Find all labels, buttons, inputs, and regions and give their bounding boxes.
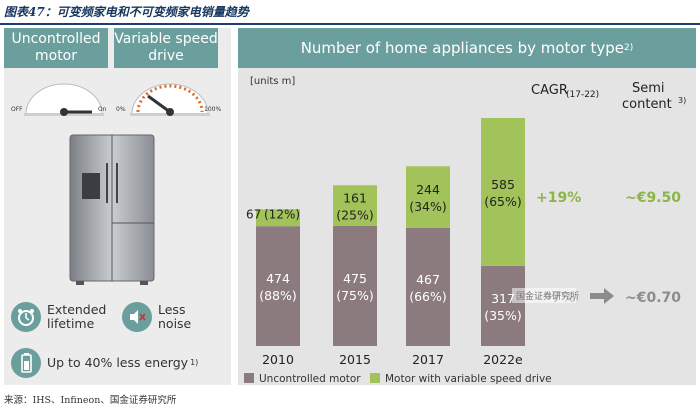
value-uncontrolled-2015: 475 [343, 271, 367, 286]
bar-variable-2010 [256, 209, 300, 227]
bar-variable-2015 [333, 185, 377, 226]
semi-note: 3) [678, 96, 686, 105]
watermark-box [512, 288, 576, 303]
value-variable-2022e: 585 [491, 177, 515, 192]
value-uncontrolled-2022e: 317 [491, 291, 515, 306]
legend-variable-label: Motor with variable speed drive [385, 373, 552, 385]
value-variable-2017: 244 [416, 182, 440, 197]
legend-variable-swatch [370, 373, 380, 383]
right-panel: Number of home appliances by motor type 2… [238, 28, 696, 385]
feature-noise-label: Less noise [158, 302, 192, 331]
legend-uncontrolled-swatch [244, 373, 254, 383]
chart-title: Number of home appliances by motor type [300, 39, 625, 57]
feature-energy-label: Up to 40% less energy [47, 355, 189, 370]
pct-uncontrolled-2015: (75%) [336, 288, 374, 303]
watermark-text: 国金证券研究所 [516, 290, 579, 302]
caption-rule [0, 23, 700, 25]
arrow-right-icon [590, 288, 614, 304]
cagr-sub: (17-22) [566, 90, 599, 100]
figure-caption: 图表47：可变频家电和不可变频家电销量趋势 [4, 5, 249, 19]
bar-variable-2017 [406, 166, 450, 228]
units-label: [units m] [250, 76, 295, 87]
gauge-max-label: 100% [204, 106, 222, 113]
pct-uncontrolled-2022e: (35%) [484, 308, 522, 323]
gauge-off-label: OFF [11, 106, 23, 113]
value-uncontrolled-2010: 474 [266, 271, 290, 286]
feature-energy-note: 1) [190, 358, 199, 367]
xtick-2022e: 2022e [483, 352, 523, 367]
bar-uncontrolled-2017 [406, 227, 450, 346]
bar-uncontrolled-2010 [256, 226, 300, 346]
bar-uncontrolled-2015 [333, 225, 377, 346]
semi-variable: ~€9.50 [625, 190, 681, 206]
chart-title-note: 2) [624, 43, 634, 53]
feature-lifetime-label: Extended lifetime [47, 302, 107, 331]
pct-variable-2015: (25%) [336, 208, 374, 223]
speaker-mute-icon [122, 302, 152, 332]
gauge-variable-icon [130, 83, 210, 116]
xtick-2010: 2010 [262, 352, 294, 367]
pct-uncontrolled-2017: (66%) [409, 289, 447, 304]
variable-speed-header: Variable speed drive [114, 28, 218, 68]
cagr-variable: +19% [536, 190, 581, 206]
pct-variable-2022e: (65%) [484, 194, 522, 209]
left-panel: Uncontrolled motor Variable speed drive … [4, 28, 231, 385]
source-note: 来源：IHS、Infineon、国金证券研究所 [4, 395, 177, 406]
battery-icon [11, 348, 41, 378]
gauge-min-label: 0% [116, 106, 126, 113]
chart-header: Number of home appliances by motor type 2… [238, 28, 696, 68]
pct-variable-2017: (34%) [409, 199, 447, 214]
gauge-on-label: On [98, 106, 107, 113]
semi-label: Semi [632, 81, 665, 96]
bar-uncontrolled-2022e [481, 265, 525, 346]
pct-variable-2010: (12%) [264, 207, 300, 221]
feature-less-noise: Less noise [122, 302, 202, 332]
pct-uncontrolled-2010: (88%) [259, 288, 297, 303]
uncontrolled-motor-header: Uncontrolled motor [4, 28, 108, 68]
refrigerator-icon [69, 134, 155, 285]
semi-content-label: content [622, 97, 672, 112]
feature-extended-lifetime: Extended lifetime [11, 302, 117, 332]
xtick-2017: 2017 [412, 352, 444, 367]
feature-less-energy: Up to 40% less energy 1) [11, 348, 198, 378]
cagr-label: CAGR [531, 83, 568, 98]
clock-icon [11, 302, 41, 332]
legend-uncontrolled-label: Uncontrolled motor [259, 373, 361, 385]
gauge-uncontrolled-icon [24, 83, 104, 116]
semi-uncontrolled: ~€0.70 [625, 290, 681, 306]
value-variable-2015: 161 [343, 191, 367, 206]
bar-variable-2022e [481, 118, 525, 266]
xtick-2015: 2015 [339, 352, 371, 367]
value-uncontrolled-2017: 467 [416, 272, 440, 287]
value-variable-2010: 67 [246, 207, 261, 221]
